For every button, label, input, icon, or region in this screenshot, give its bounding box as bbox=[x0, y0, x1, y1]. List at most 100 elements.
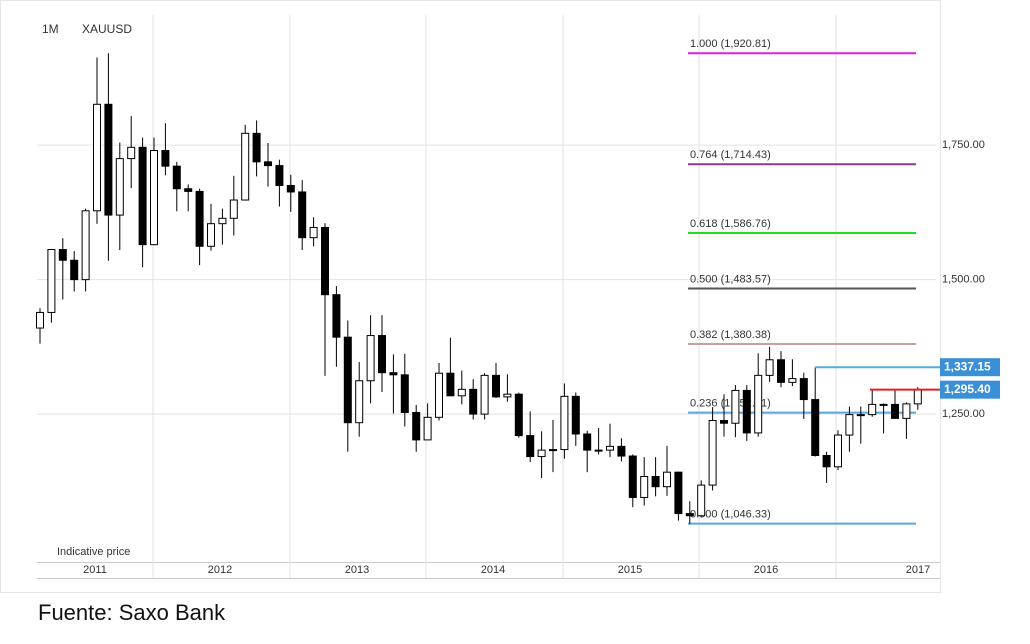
fib-label: 0.764 (1,714.43) bbox=[690, 149, 771, 161]
candle-body bbox=[115, 158, 124, 216]
y-tick-label: 1,500.00 bbox=[942, 274, 985, 286]
fib-label: 0.618 (1,586.76) bbox=[690, 218, 771, 230]
candle-body bbox=[742, 389, 751, 434]
fib-label: 0.000 (1,046.33) bbox=[690, 509, 771, 521]
candle-body bbox=[514, 393, 523, 437]
candle-body bbox=[264, 161, 272, 167]
candle-body bbox=[275, 165, 284, 187]
candle-body bbox=[583, 433, 592, 451]
candle-body bbox=[674, 471, 683, 515]
candle-body bbox=[435, 372, 443, 418]
candle-body bbox=[378, 335, 386, 374]
candle-body bbox=[765, 359, 774, 376]
candle-body bbox=[81, 210, 90, 281]
candle-body bbox=[400, 374, 409, 413]
fib-label: 0.500 (1,483.57) bbox=[690, 273, 771, 285]
candle-body bbox=[252, 132, 261, 163]
x-tick-label: 2015 bbox=[618, 564, 642, 576]
candle-body bbox=[617, 445, 626, 457]
fib-label: 1.000 (1,920.81) bbox=[690, 38, 771, 50]
fib-label: 0.382 (1,380.38) bbox=[690, 329, 771, 341]
candle-body bbox=[868, 403, 877, 416]
y-tick-label: 1,750.00 bbox=[942, 139, 985, 151]
candle-body bbox=[697, 484, 706, 517]
candle-body bbox=[731, 389, 740, 424]
candle-body bbox=[229, 199, 238, 219]
candle-body bbox=[138, 146, 147, 246]
candle-body bbox=[560, 395, 569, 451]
candle-body bbox=[332, 294, 341, 338]
x-tick-label: 2012 bbox=[208, 564, 232, 576]
candle-body bbox=[286, 185, 295, 193]
candle-body bbox=[651, 475, 660, 488]
source: Fuente: Saxo Bank bbox=[38, 600, 226, 625]
candle-body bbox=[834, 434, 842, 468]
candle-body bbox=[218, 217, 227, 225]
candle-body bbox=[457, 388, 466, 397]
candle-body bbox=[207, 223, 215, 247]
candle-body bbox=[446, 372, 455, 397]
candle-body bbox=[492, 374, 500, 398]
price-tag-label: 1,295.40 bbox=[944, 382, 991, 396]
candle-body bbox=[412, 411, 421, 441]
x-tick-label: 2014 bbox=[481, 564, 505, 576]
candle-body bbox=[343, 336, 352, 424]
candle-body bbox=[321, 226, 329, 296]
x-tick-label: 2016 bbox=[754, 564, 778, 576]
candle-body bbox=[161, 150, 170, 167]
symbol: XAUUSD bbox=[82, 22, 132, 36]
candle-body bbox=[879, 403, 888, 406]
chart-frame bbox=[0, 0, 941, 593]
candle-body bbox=[811, 399, 820, 457]
candle-body bbox=[856, 414, 865, 417]
candle-body bbox=[309, 226, 318, 239]
candle-body bbox=[640, 475, 649, 498]
candle-body bbox=[537, 449, 546, 458]
x-tick-label: 2013 bbox=[345, 564, 369, 576]
candle-body bbox=[127, 146, 136, 160]
candle-body bbox=[822, 455, 831, 468]
price-tag-label: 1,337.15 bbox=[944, 359, 991, 373]
candle-body bbox=[754, 374, 763, 434]
x-tick-label: 2017 bbox=[906, 564, 930, 576]
candle-body bbox=[195, 190, 204, 247]
candle-body bbox=[150, 150, 158, 246]
candle-body bbox=[480, 374, 489, 415]
candle-body bbox=[70, 259, 79, 281]
candle-body bbox=[594, 449, 603, 452]
candle-body bbox=[172, 165, 181, 190]
candle-body bbox=[777, 359, 785, 383]
note: Indicative price bbox=[57, 546, 130, 558]
candle-body bbox=[788, 378, 797, 383]
candle-body bbox=[104, 103, 113, 216]
candle-body bbox=[663, 471, 671, 488]
x-tick-label: 2011 bbox=[83, 564, 107, 576]
candle-body bbox=[526, 435, 535, 458]
candle-body bbox=[503, 393, 512, 398]
timeframe: 1M bbox=[42, 22, 59, 36]
candle-body bbox=[685, 513, 694, 517]
candle-body bbox=[571, 395, 580, 435]
candle-body bbox=[913, 389, 922, 405]
y-tick-label: 1,250.00 bbox=[942, 408, 985, 420]
candle-body bbox=[93, 103, 101, 212]
candle-body bbox=[423, 416, 432, 441]
candle-body bbox=[47, 249, 56, 313]
candle-body bbox=[58, 249, 67, 261]
candle-body bbox=[720, 420, 728, 424]
candle-body bbox=[366, 335, 375, 382]
candle-body bbox=[891, 403, 899, 419]
candle-body bbox=[902, 403, 911, 419]
price-tag bbox=[940, 380, 1000, 399]
candle-body bbox=[241, 132, 250, 201]
candle-body bbox=[708, 420, 717, 486]
price-tag bbox=[940, 358, 1000, 377]
candle-body bbox=[845, 414, 854, 436]
candle-body bbox=[355, 380, 364, 424]
candle-body bbox=[184, 188, 193, 192]
candle-body bbox=[36, 311, 44, 329]
candle-body bbox=[628, 455, 637, 498]
candle-body bbox=[469, 388, 478, 415]
